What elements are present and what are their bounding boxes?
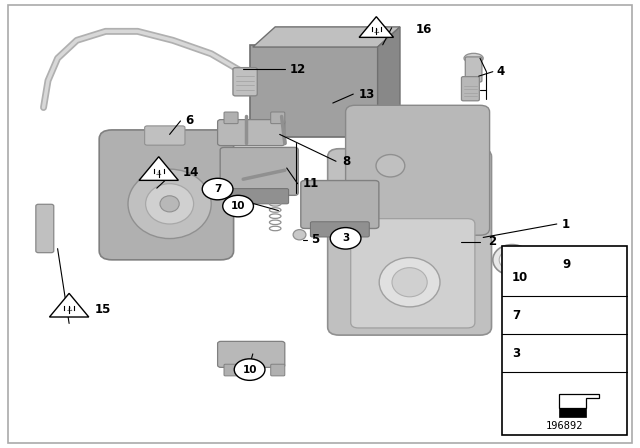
Ellipse shape (376, 155, 404, 177)
Text: 4: 4 (496, 65, 504, 78)
Polygon shape (49, 293, 89, 317)
Text: 10: 10 (243, 365, 257, 375)
Ellipse shape (380, 258, 440, 307)
FancyBboxPatch shape (218, 120, 285, 146)
FancyBboxPatch shape (99, 130, 234, 260)
Text: 11: 11 (303, 177, 319, 190)
Text: 196892: 196892 (546, 422, 583, 431)
Ellipse shape (128, 169, 211, 238)
Ellipse shape (499, 250, 525, 270)
FancyBboxPatch shape (36, 204, 54, 253)
FancyBboxPatch shape (310, 222, 369, 237)
FancyBboxPatch shape (569, 340, 589, 344)
FancyBboxPatch shape (465, 57, 482, 82)
Circle shape (330, 228, 361, 249)
Text: 3: 3 (512, 346, 520, 360)
FancyBboxPatch shape (233, 68, 257, 96)
Circle shape (234, 359, 265, 380)
Polygon shape (378, 27, 400, 134)
Ellipse shape (293, 229, 306, 240)
Text: ⚠: ⚠ (67, 307, 72, 312)
Text: 15: 15 (95, 302, 111, 316)
Polygon shape (359, 17, 394, 37)
Ellipse shape (160, 196, 179, 212)
Circle shape (223, 195, 253, 217)
FancyBboxPatch shape (218, 341, 285, 367)
Text: 14: 14 (182, 166, 199, 179)
FancyBboxPatch shape (571, 265, 588, 274)
FancyBboxPatch shape (145, 126, 185, 145)
FancyBboxPatch shape (346, 105, 490, 235)
Text: 6: 6 (185, 114, 193, 128)
FancyBboxPatch shape (224, 112, 238, 124)
FancyBboxPatch shape (220, 147, 298, 195)
FancyBboxPatch shape (328, 149, 492, 335)
FancyBboxPatch shape (502, 246, 627, 435)
Text: 12: 12 (289, 63, 305, 76)
Circle shape (202, 178, 233, 200)
Text: 16: 16 (416, 22, 433, 36)
Polygon shape (559, 408, 586, 417)
FancyBboxPatch shape (574, 349, 584, 372)
Text: 7: 7 (512, 309, 520, 322)
Text: 1: 1 (562, 217, 570, 231)
Ellipse shape (464, 53, 483, 63)
FancyBboxPatch shape (224, 364, 238, 376)
FancyBboxPatch shape (230, 189, 289, 204)
FancyBboxPatch shape (301, 181, 379, 228)
Text: 8: 8 (342, 155, 350, 168)
Ellipse shape (392, 267, 428, 297)
FancyBboxPatch shape (351, 219, 475, 328)
Text: 10: 10 (512, 271, 528, 284)
Text: 5: 5 (311, 233, 319, 246)
Text: 7: 7 (214, 184, 221, 194)
FancyBboxPatch shape (8, 5, 632, 443)
Text: ⚠: ⚠ (374, 29, 379, 34)
Text: 10: 10 (231, 201, 245, 211)
FancyBboxPatch shape (271, 364, 285, 376)
FancyBboxPatch shape (570, 343, 588, 349)
FancyBboxPatch shape (574, 273, 584, 298)
Text: 2: 2 (488, 235, 497, 249)
Text: 13: 13 (358, 87, 374, 101)
FancyBboxPatch shape (271, 112, 285, 124)
Text: 3: 3 (342, 233, 349, 243)
Ellipse shape (505, 254, 519, 266)
FancyBboxPatch shape (461, 77, 479, 101)
Polygon shape (559, 394, 599, 408)
Polygon shape (253, 27, 400, 47)
FancyBboxPatch shape (575, 312, 584, 333)
FancyBboxPatch shape (250, 45, 381, 137)
Text: 9: 9 (562, 258, 570, 271)
Ellipse shape (570, 304, 589, 314)
Ellipse shape (493, 245, 531, 275)
Ellipse shape (146, 184, 194, 224)
Polygon shape (139, 157, 179, 181)
Text: ⚠: ⚠ (156, 171, 161, 176)
